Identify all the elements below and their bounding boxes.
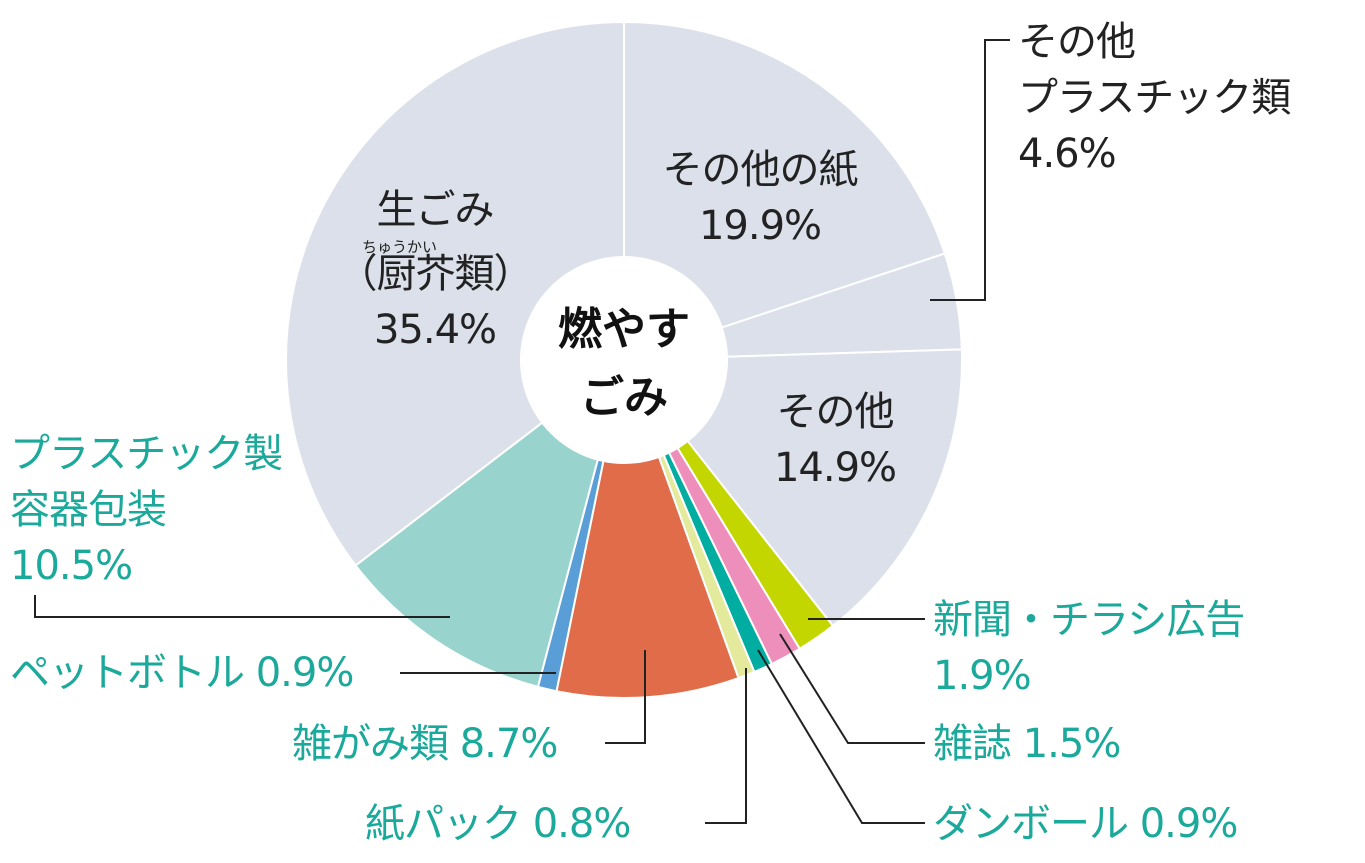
pie-slice-10 <box>285 20 625 567</box>
center-label-line1: 燃やす <box>558 304 690 355</box>
pie-slice-9 <box>354 357 626 689</box>
label-text: （厨芥類） <box>337 251 534 297</box>
value-text: 1.5% <box>1022 721 1122 767</box>
value-text: 19.9% <box>698 203 822 249</box>
data-label-other: その他 14.9% <box>735 384 935 496</box>
data-label-other-plastic: その他 プラスチック類 4.6% <box>1018 14 1291 182</box>
label-text: ペットボトル <box>10 650 245 696</box>
value-text: 35.4% <box>373 307 497 353</box>
label-text: 容器包装 <box>10 487 167 533</box>
label-text: 雑がみ類 <box>292 721 449 767</box>
label-text: 雑誌 <box>933 721 1012 767</box>
value-text: 1.9% <box>933 653 1032 699</box>
data-label-paper-pack: 紙パック 0.8% <box>365 796 632 852</box>
leader-line-paper-pack <box>705 668 747 824</box>
label-text: プラスチック類 <box>1018 75 1291 121</box>
label-text: 紙パック <box>365 801 522 847</box>
label-text: ダンボール <box>933 801 1129 847</box>
data-label-cardboard: ダンボール 0.9% <box>933 796 1239 852</box>
pie-slice-0 <box>623 20 947 362</box>
pie-slice-7 <box>555 356 740 699</box>
center-label-line2: ごみ <box>580 372 668 423</box>
data-label-other-paper: その他の紙 19.9% <box>620 142 900 254</box>
center-label: 燃やす ごみ <box>524 296 724 432</box>
data-label-plastic-container: プラスチック製 容器包装 10.5% <box>10 426 283 594</box>
data-label-misc-paper: 雑がみ類 8.7% <box>292 716 559 772</box>
label-text: 新聞・チラシ広告 <box>933 597 1245 643</box>
label-text: 生ごみ <box>376 187 495 233</box>
leader-line-plastic-container <box>34 595 450 618</box>
label-text: その他 <box>1018 19 1136 65</box>
value-text: 0.9% <box>1139 801 1239 847</box>
value-text: 0.8% <box>532 801 632 847</box>
leader-line-misc-paper <box>605 650 646 744</box>
label-text: その他の紙 <box>662 147 859 193</box>
label-text: その他 <box>776 389 895 435</box>
leader-line-other-plastic <box>930 39 1010 301</box>
leader-line-magazine <box>779 633 925 744</box>
donut-hole <box>520 256 728 464</box>
value-text: 14.9% <box>773 445 897 491</box>
data-label-newspaper: 新聞・チラシ広告 1.9% <box>933 592 1245 704</box>
data-label-pet-bottle: ペットボトル 0.9% <box>10 645 355 701</box>
data-label-magazine: 雑誌 1.5% <box>933 716 1122 772</box>
value-text: 8.7% <box>459 721 559 767</box>
label-text: プラスチック製 <box>10 431 283 477</box>
data-label-food-waste: 生ごみ （厨芥類） 35.4% <box>315 182 555 358</box>
leader-line-cardboard <box>757 649 925 824</box>
value-text: 0.9% <box>255 650 355 696</box>
value-text: 4.6% <box>1018 131 1117 177</box>
ruby-reading: ちゅうかい <box>362 238 438 256</box>
value-text: 10.5% <box>10 543 133 589</box>
